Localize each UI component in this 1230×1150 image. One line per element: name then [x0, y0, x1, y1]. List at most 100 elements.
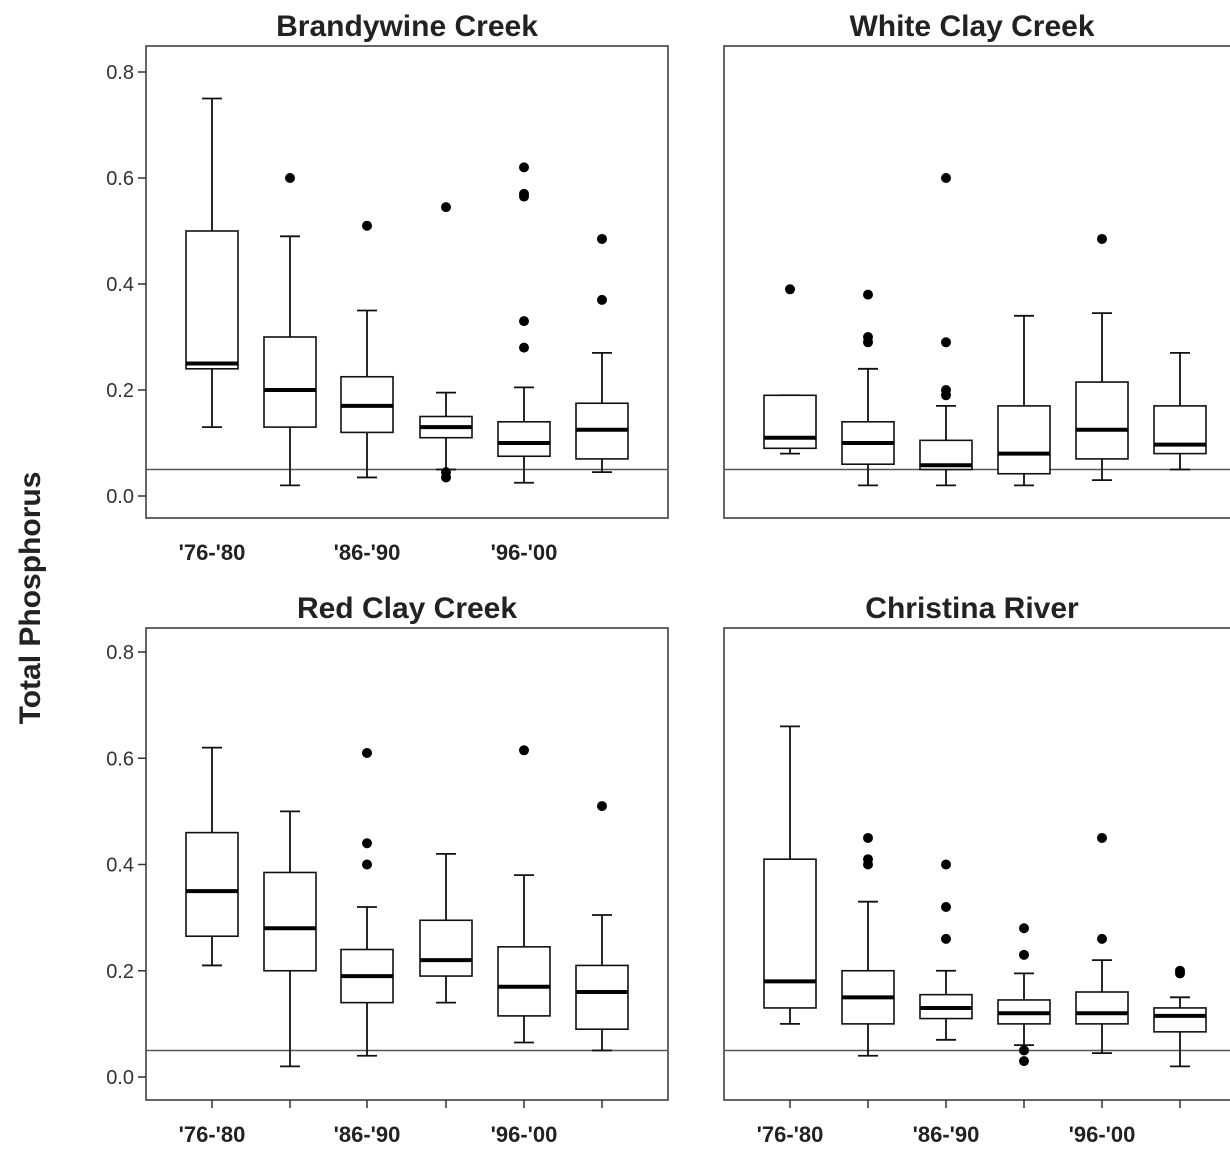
outlier-point [285, 173, 295, 183]
outlier-point [785, 284, 795, 295]
box-2 [841, 832, 895, 1057]
box-3 [919, 859, 973, 1041]
outlier-point [519, 342, 529, 353]
box-4 [997, 314, 1051, 487]
outlier-point [1097, 233, 1107, 244]
panel-1: Brandywine Creek 0.0 0.2 0.4 0.6 0.8 '76-'80 '8… [106, 10, 669, 565]
outlier-point [597, 233, 607, 244]
x-tick-label: '76-'80 [179, 540, 246, 565]
box-3 [340, 747, 394, 1057]
outlier-point [941, 173, 951, 183]
iqr-box [1075, 991, 1129, 1025]
outlier-point [941, 390, 951, 401]
box-1 [185, 746, 239, 967]
box-4 [997, 923, 1051, 1067]
iqr-box [1075, 381, 1129, 460]
outlier-point [863, 832, 873, 843]
outlier-point [362, 838, 372, 849]
outlier-point [1097, 832, 1107, 843]
box-3 [919, 173, 973, 487]
iqr-box [185, 831, 239, 938]
y-tick-label: 0.6 [106, 748, 134, 770]
panel-4: Christina River '76-'80 '86-'90 '96-'00 [723, 592, 1230, 1147]
outlier-point [863, 289, 873, 300]
panel-frame [723, 627, 1230, 1101]
box-3 [340, 220, 394, 479]
box-2 [841, 289, 895, 487]
y-tick-label: 0.0 [106, 1067, 134, 1089]
box-5 [1075, 233, 1129, 482]
outlier-point [941, 933, 951, 944]
x-tick-label: '96-'00 [1069, 1122, 1136, 1147]
panel-title: Christina River [865, 592, 1079, 625]
outlier-point [597, 801, 607, 812]
outlier-point [1019, 923, 1029, 934]
iqr-box [263, 871, 317, 972]
outlier-point [519, 316, 529, 327]
box-6 [1153, 351, 1207, 471]
outlier-point [362, 747, 372, 758]
box-1 [763, 284, 817, 455]
box-1 [763, 725, 817, 1025]
box-1 [185, 97, 239, 429]
outlier-point [1175, 965, 1185, 976]
outlier-point [441, 472, 451, 483]
y-tick-label: 0.2 [106, 961, 134, 983]
iqr-box [575, 964, 629, 1030]
box-6 [575, 801, 629, 1052]
box-4 [419, 202, 473, 483]
box-6 [575, 233, 629, 474]
box-4 [419, 852, 473, 1004]
iqr-box [263, 336, 317, 428]
box-5 [497, 745, 551, 1044]
x-tick-label: '76-'80 [179, 1122, 246, 1147]
iqr-box [419, 919, 473, 977]
outlier-point [362, 220, 372, 231]
panel-3: Red Clay Creek 0.0 0.2 0.4 0.6 0.8 '76-'80 '86-… [106, 592, 669, 1147]
x-tick-label: '86-'90 [913, 1122, 980, 1147]
box-5 [497, 162, 551, 484]
panel-title: White Clay Creek [849, 10, 1094, 43]
x-tick-label: '96-'00 [491, 1122, 558, 1147]
y-tick-label: 0.0 [106, 486, 134, 508]
panel-title: Red Clay Creek [297, 592, 517, 625]
outlier-point [863, 859, 873, 870]
y-tick-label: 0.8 [106, 642, 134, 664]
iqr-box [497, 946, 551, 1017]
outlier-point [519, 162, 529, 173]
outlier-point [597, 294, 607, 305]
panel-frame [723, 45, 1230, 519]
outlier-point [941, 337, 951, 348]
outlier-point [941, 902, 951, 912]
iqr-box [997, 405, 1051, 475]
iqr-box [497, 420, 551, 458]
box-2 [263, 810, 317, 1068]
outlier-point [1097, 933, 1107, 944]
panel-frame [145, 45, 669, 519]
x-tick-label: '86-'90 [334, 1122, 401, 1147]
outlier-point [1019, 1045, 1029, 1056]
y-axis-label: Total Phosphorus [14, 472, 47, 725]
box-6 [1153, 965, 1207, 1068]
outlier-point [1019, 1056, 1029, 1067]
outlier-point [941, 859, 951, 870]
iqr-box [1153, 1007, 1207, 1033]
x-tick-label: '76-'80 [757, 1122, 824, 1147]
outlier-point [362, 859, 372, 870]
box-2 [263, 173, 317, 487]
y-tick-label: 0.2 [106, 380, 134, 402]
outlier-point [519, 191, 529, 202]
box-5 [1075, 832, 1129, 1054]
y-tick-label: 0.4 [106, 274, 134, 296]
iqr-box [763, 394, 817, 450]
iqr-box [763, 858, 817, 1009]
outlier-point [441, 202, 451, 213]
y-tick-label: 0.8 [106, 62, 134, 84]
y-tick-label: 0.6 [106, 168, 134, 190]
iqr-box [185, 230, 239, 370]
x-tick-label: '96-'00 [491, 540, 558, 565]
panel-2: White Clay Creek [723, 10, 1230, 519]
outlier-point [1019, 949, 1029, 960]
x-tick-label: '86-'90 [334, 540, 401, 565]
